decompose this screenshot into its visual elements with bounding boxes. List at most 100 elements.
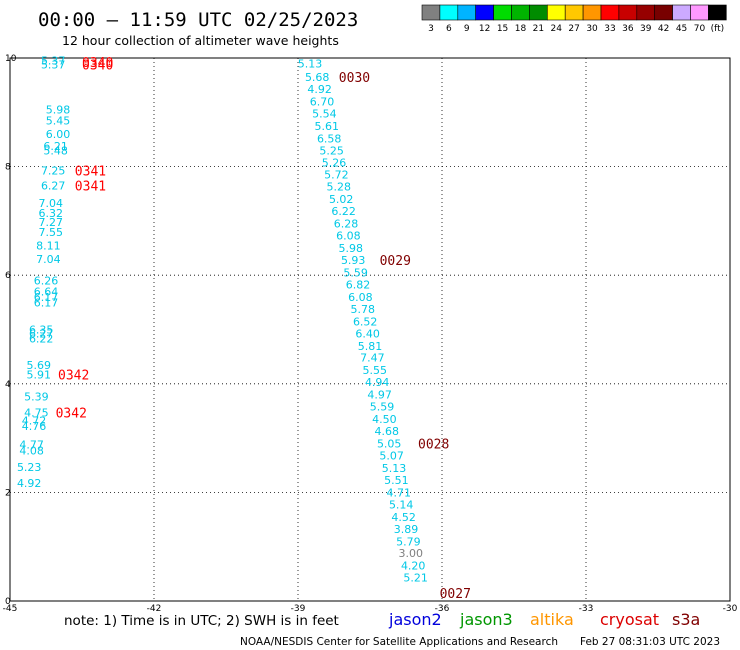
data-point: 5.45: [46, 114, 71, 127]
data-point: 4.92: [307, 83, 332, 96]
data-point: 6.52: [353, 315, 378, 328]
legend-item-cryosat: cryosat: [600, 610, 659, 629]
data-point: 6.64: [34, 285, 59, 298]
colorbar-label: 24: [551, 24, 563, 34]
data-point: 5.02: [329, 193, 354, 206]
data-point: 6.00: [46, 128, 71, 141]
data-point: 5.78: [351, 303, 376, 316]
pass-time-label: 0340: [82, 56, 113, 71]
axis-ticks: -45 -42 -39 -36 -33 -30 0 2 4 6 8 10: [3, 54, 738, 614]
data-point: 5.61: [315, 120, 340, 133]
colorbar-label: (ft): [711, 24, 725, 34]
grid-lines: [10, 58, 730, 601]
pass-time-label: 0029: [380, 254, 411, 269]
data-point: 4.76: [22, 420, 47, 433]
legend-item-altika: altika: [530, 610, 574, 629]
data-point: 6.08: [348, 291, 373, 304]
pass-time-label: 0341: [75, 180, 106, 195]
colorbar-swatch: [493, 4, 512, 21]
data-point: 5.68: [305, 71, 330, 84]
data-point: 4.92: [17, 477, 42, 490]
colorbar-swatch: [546, 4, 566, 21]
data-point: 5.69: [27, 359, 52, 372]
colorbar-label: 42: [658, 24, 669, 34]
colorbar-label: 30: [586, 24, 598, 34]
data-point: 7.25: [41, 164, 66, 177]
data-point: 5.55: [363, 364, 388, 377]
colorbar-swatch: [600, 4, 620, 21]
data-point: 4.72: [22, 415, 47, 428]
data-point: 5.28: [327, 181, 352, 194]
data-point: 5.37: [41, 55, 66, 68]
y-tick-label: 8: [5, 163, 11, 173]
y-tick-label: 2: [5, 488, 11, 498]
x-tick-label: -39: [291, 604, 306, 614]
colorbar-swatch: [582, 4, 602, 21]
data-point: 6.35: [29, 324, 54, 337]
data-point: 6.26: [34, 275, 59, 288]
colorbar-label: 36: [622, 24, 634, 34]
data-point: 6.22: [29, 333, 54, 346]
y-tick-label: 0: [5, 597, 11, 607]
data-point: 7.04: [39, 197, 64, 210]
data-point: 5.25: [319, 144, 344, 157]
x-tick-label: -33: [579, 604, 594, 614]
data-point: 4.50: [372, 413, 397, 426]
colorbar-swatch: [439, 4, 459, 21]
data-point: 5.39: [24, 390, 49, 403]
data-point: 4.71: [387, 486, 412, 499]
data-point: 4.08: [19, 445, 44, 458]
colorbar-label: 39: [640, 24, 652, 34]
data-point: 6.21: [43, 140, 68, 153]
data-point: 6.70: [310, 95, 335, 108]
data-point: 7.55: [39, 226, 64, 239]
data-point: 5.93: [341, 254, 366, 267]
data-point: 5.07: [379, 449, 404, 462]
x-tick-label: -42: [147, 604, 162, 614]
colorbar-swatch: [672, 4, 691, 21]
plot-border: [9, 57, 731, 602]
data-point: 4.75: [24, 407, 49, 420]
data-point: 5.72: [324, 169, 349, 182]
colorbar-label: 45: [676, 24, 687, 34]
data-point: 4.20: [401, 560, 426, 573]
data-point: 5.98: [339, 242, 364, 255]
data-point: 5.14: [389, 498, 414, 511]
pass-time-label: 0342: [58, 369, 89, 384]
legend-item-jason3: jason3: [459, 610, 513, 629]
colorbar-label: 27: [568, 24, 579, 34]
data-point: 6.32: [39, 207, 64, 220]
data-point: 4.77: [19, 439, 44, 452]
colorbar-swatch: [475, 4, 494, 21]
data-point: 4.68: [375, 425, 400, 438]
colorbar-label: 3: [428, 24, 434, 34]
data-point: 8.11: [36, 239, 61, 252]
colorbar-label: 21: [533, 24, 544, 34]
pass-time-label: 0341: [75, 164, 106, 179]
colorbar-swatch: [457, 4, 476, 21]
footer-credit: NOAA/NESDIS Center for Satellite Applica…: [240, 636, 558, 648]
data-point: 5.59: [343, 266, 368, 279]
data-point: 5.98: [46, 104, 71, 117]
data-point: 6.17: [34, 296, 59, 309]
data-point: 6.27: [29, 327, 54, 340]
colorbar-swatch: [511, 4, 530, 21]
legend-item-s3a: s3a: [672, 610, 700, 629]
data-point: 4.94: [365, 376, 390, 389]
colorbar-swatch: [421, 4, 441, 21]
data-point: 6.40: [355, 327, 380, 340]
plot-area: [9, 57, 731, 602]
pass-time-label: 0030: [339, 71, 370, 86]
data-point: 5.26: [322, 156, 347, 169]
y-tick-label: 6: [5, 271, 11, 281]
data-point: 5.81: [358, 340, 383, 353]
pass-time-label: 0340: [82, 59, 113, 74]
data-point: 6.82: [346, 278, 371, 291]
colorbar-swatch: [618, 4, 638, 21]
chart-title: 00:00 – 11:59 UTC 02/25/2023: [38, 9, 358, 31]
data-point: 5.79: [396, 535, 421, 548]
colorbar-label: 6: [446, 24, 452, 34]
chart-subtitle: 12 hour collection of altimeter wave hei…: [62, 33, 339, 48]
colorbar-label: 12: [479, 24, 490, 34]
